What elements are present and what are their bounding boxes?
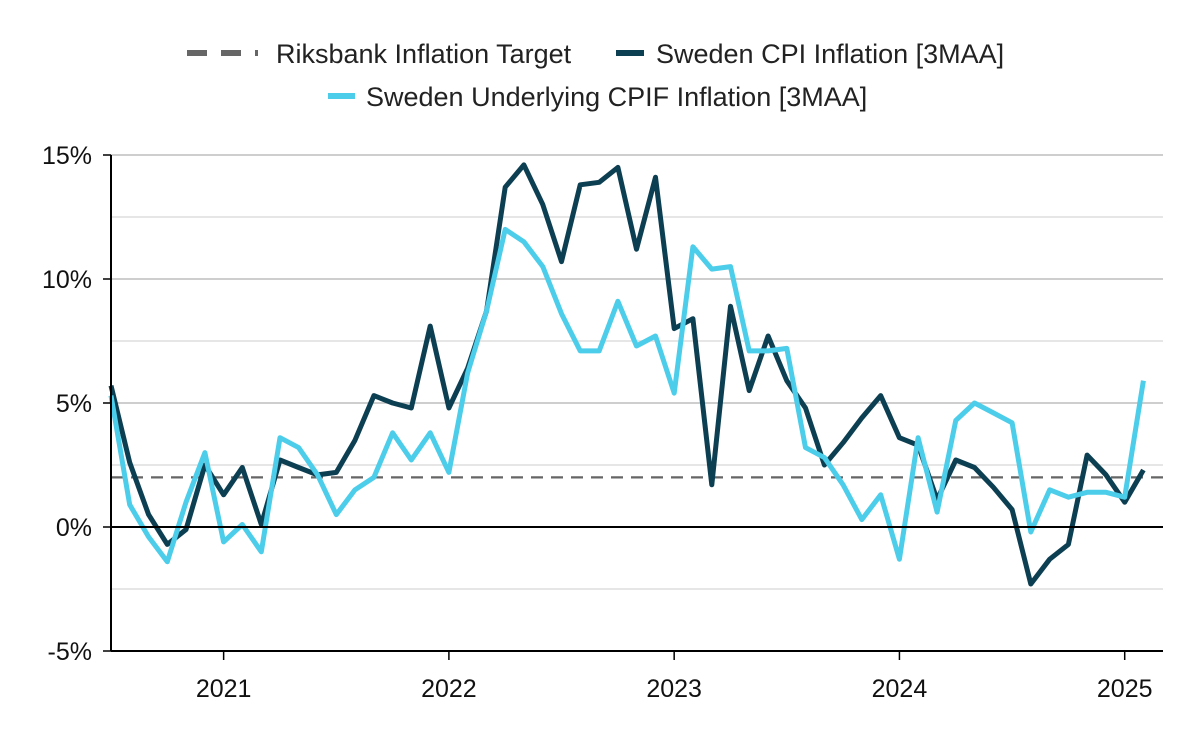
series-lines — [108, 162, 1146, 587]
series-line-cpi — [108, 162, 1146, 587]
legend-label-cpi: Sweden CPI Inflation [3MAA] — [656, 39, 1004, 69]
y-tick-label: 15% — [42, 142, 92, 170]
legend: Riksbank Inflation Target Sweden CPI Inf… — [187, 39, 1004, 112]
y-tick-label: 10% — [42, 266, 92, 294]
y-tick-label: -5% — [48, 638, 92, 666]
legend-label-target: Riksbank Inflation Target — [276, 39, 572, 69]
grid — [111, 154, 1163, 652]
axes — [103, 154, 1163, 660]
x-tick-label: 2024 — [872, 675, 928, 703]
y-tick-label: 0% — [56, 514, 92, 542]
x-tick-label: 2022 — [421, 675, 477, 703]
x-tick-label: 2025 — [1097, 675, 1153, 703]
tick-labels: -5% 0% 5% 10% 15% 2021 2022 2023 2024 2025 — [42, 142, 1153, 703]
x-tick-label: 2021 — [196, 675, 252, 703]
series-line-cpif — [108, 226, 1146, 565]
x-tick-label: 2023 — [646, 675, 702, 703]
legend-label-cpif: Sweden Underlying CPIF Inflation [3MAA] — [366, 82, 867, 112]
y-tick-label: 5% — [56, 390, 92, 418]
